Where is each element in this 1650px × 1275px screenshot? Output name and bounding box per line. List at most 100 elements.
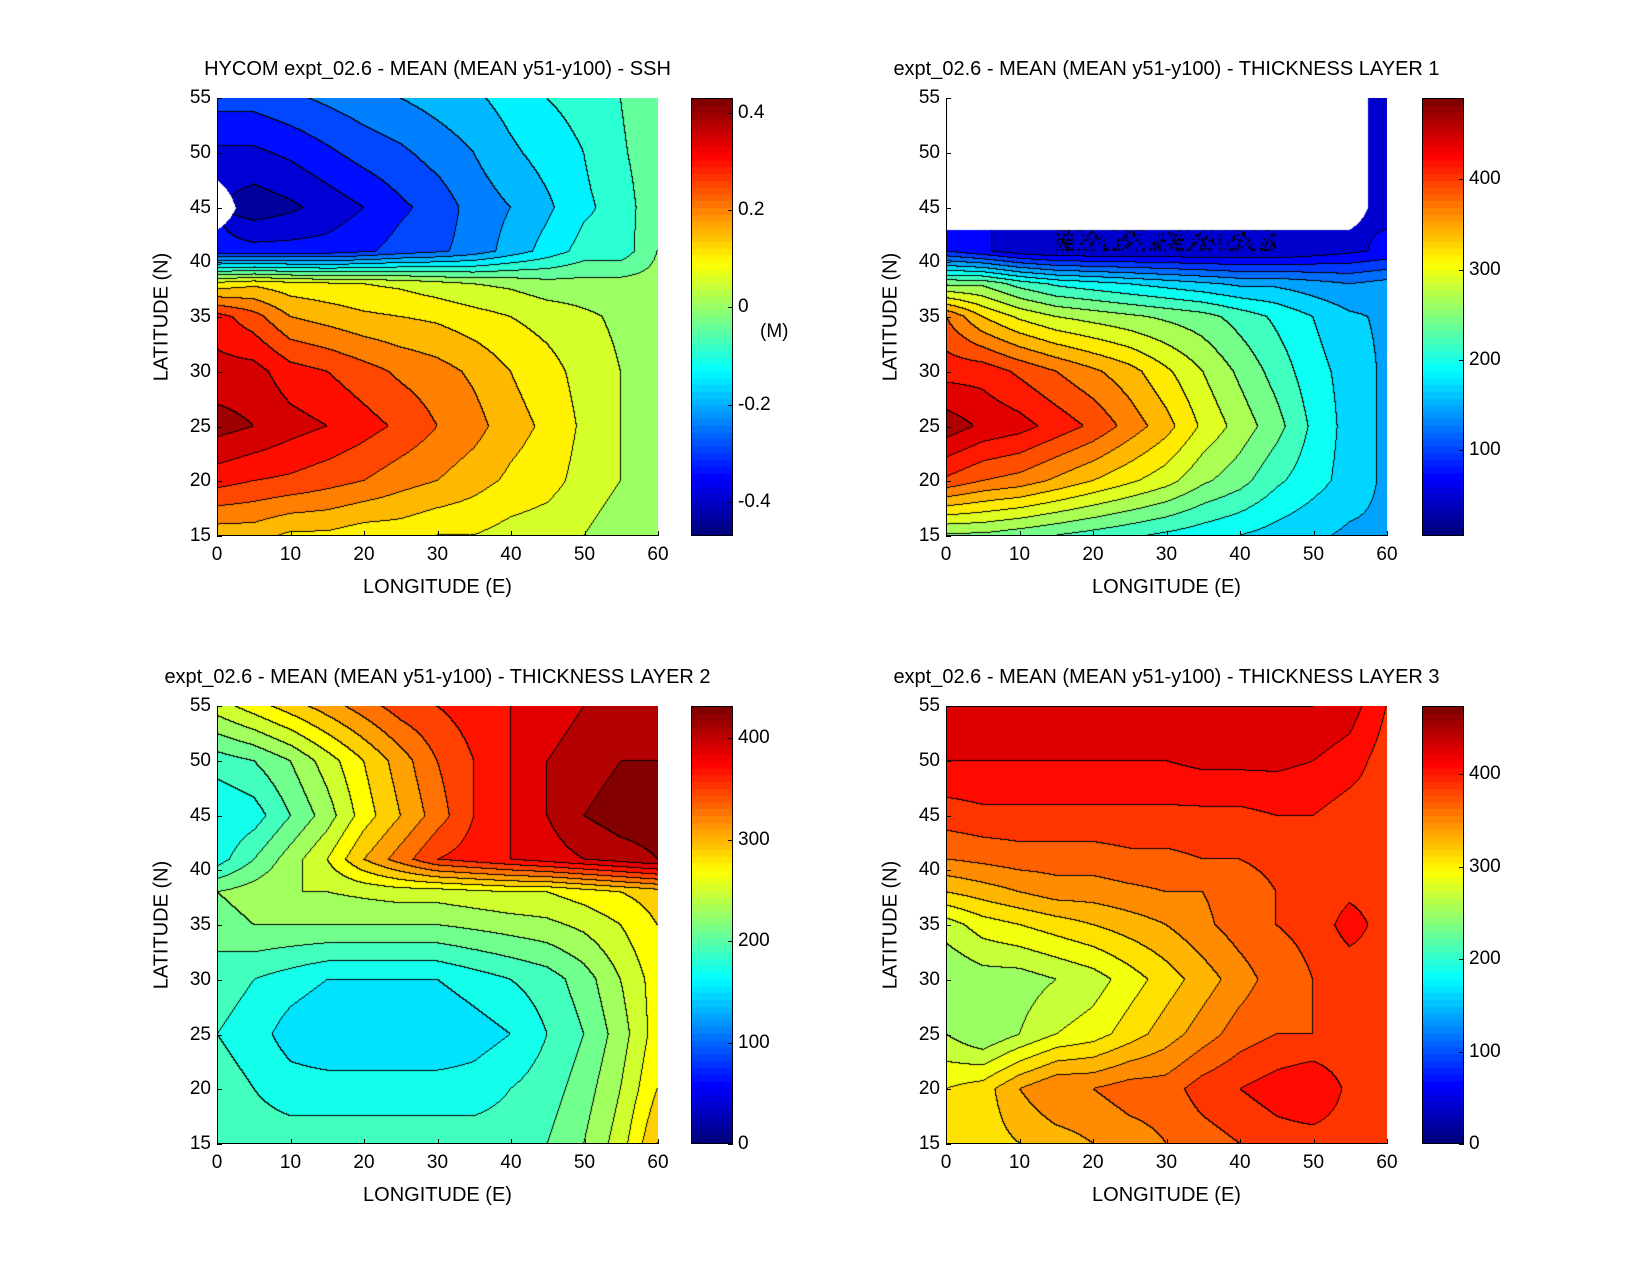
y-tick-label: 55 bbox=[918, 87, 940, 108]
colorbar-tick-mark bbox=[728, 1042, 733, 1044]
x-tick-label: 60 bbox=[1376, 544, 1398, 565]
axes-frame bbox=[946, 98, 1387, 536]
x-tick-mark bbox=[1313, 531, 1315, 536]
y-tick-label: 50 bbox=[918, 141, 940, 163]
contour-field bbox=[946, 706, 1387, 1144]
x-tick-mark bbox=[290, 1139, 292, 1144]
y-tick-mark bbox=[217, 815, 222, 817]
colorbar-tick-mark bbox=[1459, 959, 1464, 961]
y-tick-label: 15 bbox=[918, 1133, 940, 1154]
x-tick-label: 30 bbox=[426, 1152, 449, 1173]
colorbar-tick-mark bbox=[728, 501, 733, 503]
contour-field bbox=[217, 706, 658, 1144]
colorbar-gradient bbox=[1423, 99, 1463, 535]
x-tick-label: 40 bbox=[1229, 544, 1251, 565]
colorbar-tick-label: 0.4 bbox=[738, 101, 765, 123]
y-tick-label: 45 bbox=[918, 804, 940, 826]
y-tick-label: 55 bbox=[189, 87, 211, 108]
x-tick-label: 50 bbox=[1302, 1152, 1325, 1173]
y-tick-label: 45 bbox=[189, 804, 211, 826]
x-tick-label: 10 bbox=[279, 544, 302, 565]
colorbar-tick-mark bbox=[728, 307, 733, 309]
x-tick-label: 30 bbox=[426, 544, 449, 565]
y-tick-mark bbox=[946, 815, 951, 817]
y-tick-mark bbox=[217, 207, 222, 209]
y-tick-mark bbox=[946, 1089, 951, 1091]
x-tick-mark bbox=[1387, 531, 1388, 536]
y-tick-label: 40 bbox=[189, 859, 211, 881]
x-tick-mark bbox=[1166, 1139, 1168, 1144]
x-tick-label: 0 bbox=[211, 1152, 223, 1173]
y-tick-label: 20 bbox=[189, 470, 211, 492]
y-tick-mark bbox=[946, 1034, 951, 1036]
x-tick-mark bbox=[364, 531, 365, 536]
colorbar-tick-label: 200 bbox=[738, 930, 770, 952]
y-tick-mark bbox=[946, 1144, 951, 1145]
y-tick-label: 35 bbox=[189, 306, 211, 327]
x-tick-label: 40 bbox=[1229, 1152, 1251, 1173]
x-tick-mark bbox=[1019, 1139, 1021, 1144]
x-tick-label: 40 bbox=[500, 1152, 522, 1173]
x-tick-mark bbox=[1093, 1139, 1094, 1144]
colorbar-gradient bbox=[1423, 707, 1463, 1143]
chart-title: expt_02.6 - MEAN (MEAN y51-y100) - THICK… bbox=[893, 666, 1440, 688]
y-tick-mark bbox=[217, 760, 222, 762]
x-tick-label: 60 bbox=[647, 1152, 669, 1173]
y-tick-mark bbox=[217, 1089, 222, 1091]
colorbar-tick-label: 0 bbox=[738, 296, 749, 318]
chart-title: HYCOM expt_02.6 - MEAN (MEAN y51-y100) -… bbox=[204, 58, 671, 80]
x-tick-label: 50 bbox=[573, 1152, 596, 1173]
y-tick-label: 25 bbox=[918, 1023, 940, 1045]
x-tick-label: 50 bbox=[573, 544, 596, 565]
y-tick-label: 35 bbox=[918, 306, 940, 327]
axes-frame bbox=[946, 706, 1387, 1144]
colorbar-tick-label: 400 bbox=[1469, 168, 1501, 190]
x-tick-label: 60 bbox=[647, 544, 669, 565]
colorbar bbox=[691, 98, 733, 536]
colorbar-tick-label: 400 bbox=[738, 727, 770, 749]
colorbar-tick-mark bbox=[728, 839, 733, 841]
y-tick-mark bbox=[217, 925, 222, 926]
x-tick-mark bbox=[1387, 1139, 1388, 1144]
contour-field bbox=[946, 98, 1387, 536]
y-tick-label: 30 bbox=[189, 968, 211, 990]
colorbar-tick-mark bbox=[728, 404, 733, 406]
y-tick-mark bbox=[217, 1034, 222, 1036]
x-tick-label: 50 bbox=[1302, 544, 1325, 565]
colorbar-tick-label: 300 bbox=[1469, 855, 1501, 877]
heatmap-plot-area bbox=[217, 98, 658, 536]
colorbar-tick-mark bbox=[1459, 179, 1464, 181]
x-tick-label: 0 bbox=[940, 544, 952, 565]
x-tick-label: 20 bbox=[353, 544, 375, 565]
y-tick-label: 50 bbox=[918, 749, 940, 771]
colorbar-tick-mark bbox=[1459, 269, 1464, 271]
axes-frame bbox=[217, 98, 658, 536]
colorbar-unit-label: (M) bbox=[760, 321, 789, 342]
colorbar-tick-label: 300 bbox=[738, 828, 770, 850]
x-tick-mark bbox=[364, 1139, 365, 1144]
x-tick-mark bbox=[437, 531, 439, 536]
colorbar-tick-label: 0 bbox=[738, 1133, 749, 1154]
y-tick-mark bbox=[217, 426, 222, 428]
y-tick-label: 55 bbox=[189, 695, 211, 716]
colorbar-gradient bbox=[692, 99, 732, 535]
heatmap-plot-area bbox=[946, 706, 1387, 1144]
x-tick-mark bbox=[946, 1139, 947, 1144]
y-tick-mark bbox=[217, 98, 222, 99]
x-tick-mark bbox=[1240, 1139, 1241, 1144]
colorbar-tick-mark bbox=[728, 738, 733, 740]
x-tick-mark bbox=[290, 531, 292, 536]
y-tick-mark bbox=[946, 426, 951, 428]
y-tick-label: 25 bbox=[189, 415, 211, 437]
y-tick-mark bbox=[217, 979, 222, 981]
y-tick-mark bbox=[946, 98, 951, 99]
y-tick-mark bbox=[946, 870, 951, 872]
x-tick-mark bbox=[584, 531, 586, 536]
x-tick-label: 30 bbox=[1155, 544, 1178, 565]
y-tick-mark bbox=[217, 481, 222, 483]
y-tick-mark bbox=[946, 536, 951, 537]
y-tick-label: 25 bbox=[189, 1023, 211, 1045]
